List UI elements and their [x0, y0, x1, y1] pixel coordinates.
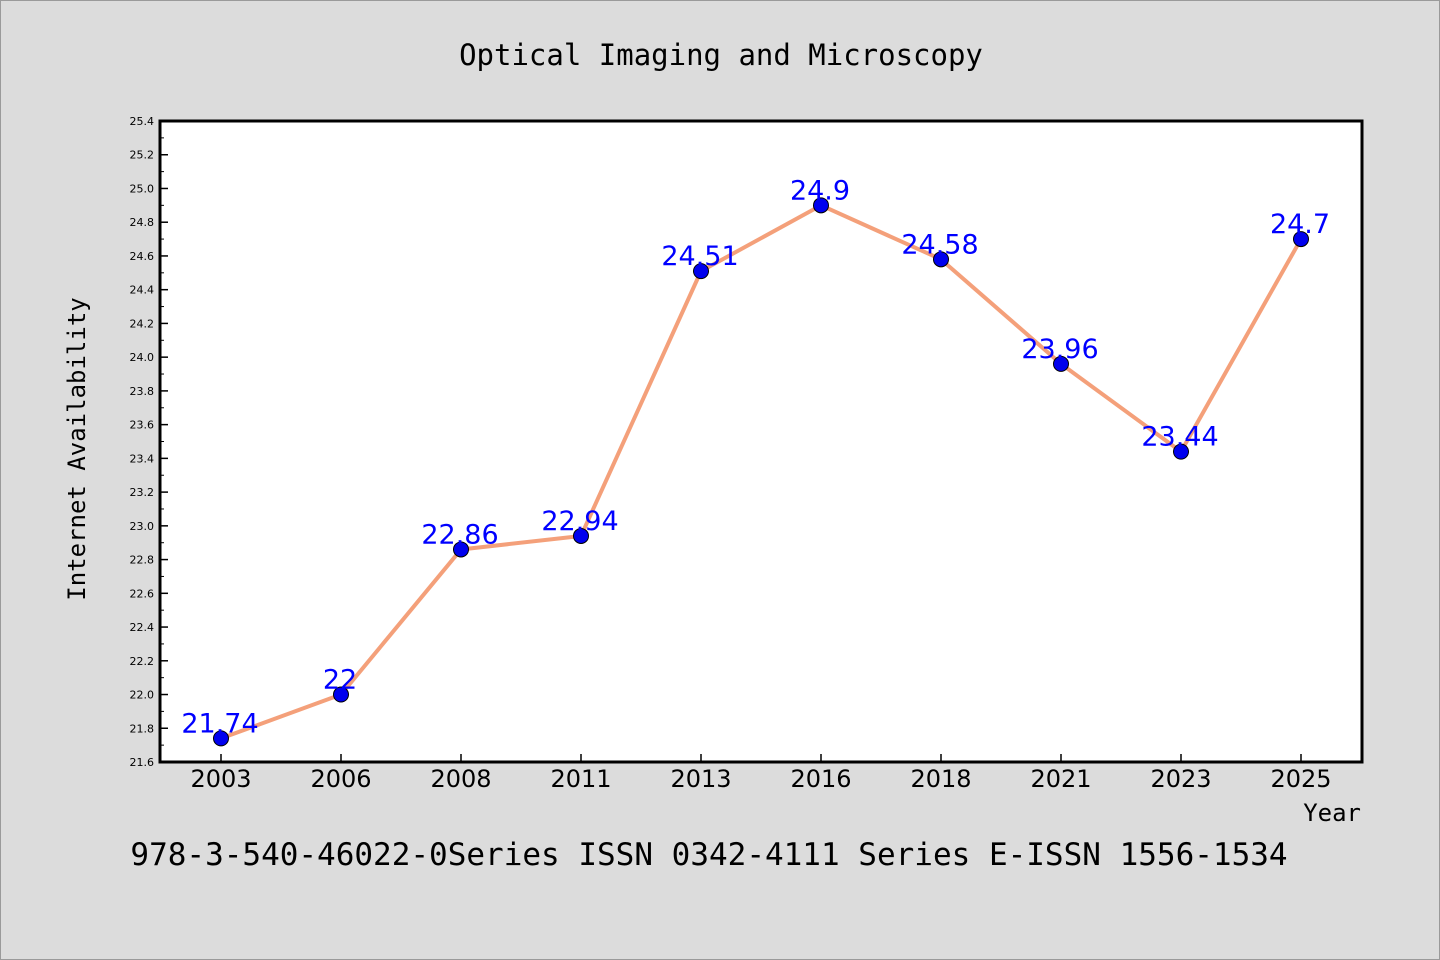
y-tick-label: 24.0: [130, 351, 155, 364]
y-tick-label: 22.4: [130, 621, 155, 634]
chart-title: Optical Imaging and Microscopy: [459, 38, 983, 72]
data-label: 24.9: [790, 175, 850, 206]
data-label: 22.94: [541, 506, 618, 537]
plot-area: [160, 121, 1362, 762]
data-label: 23.44: [1141, 422, 1218, 453]
data-point: [453, 541, 469, 558]
series-line: [220, 203, 1303, 741]
data-point: [1293, 231, 1309, 248]
y-axis-label: Internet Availability: [63, 297, 91, 600]
data-point: [1173, 443, 1189, 460]
y-tick-label: 23.6: [130, 419, 155, 432]
y-tick-label: 23.4: [130, 452, 155, 465]
data-label: 24.7: [1270, 209, 1330, 240]
x-tick-label: 2021: [1030, 765, 1091, 793]
y-tick-label: 22.0: [130, 689, 155, 702]
data-point: [573, 527, 589, 544]
y-tick-label: 23.2: [130, 486, 155, 499]
y-tick-label: 24.8: [130, 216, 155, 229]
series-markers: [213, 197, 1309, 747]
y-tick-label: 21.6: [130, 756, 155, 769]
y-tick-label: 25.4: [130, 115, 155, 128]
x-axis: 2003 2006 2008 2011 2013 2016 2018 2021 2023 2025: [190, 754, 1332, 793]
data-point: [333, 686, 349, 703]
y-tick-label: 24.6: [130, 250, 155, 263]
x-tick-label: 2006: [310, 765, 371, 793]
data-label: 22: [323, 665, 357, 696]
data-point: [693, 263, 709, 280]
footer-text: 978-3-540-46022-0Series ISSN 0342-4111 S…: [130, 837, 1287, 873]
y-tick-label: 25.2: [130, 149, 155, 162]
y-tick-label: 21.8: [130, 722, 155, 735]
y-tick-label: 25.0: [130, 182, 155, 195]
y-tick-label: 22.2: [130, 655, 155, 668]
x-tick-label: 2016: [790, 765, 851, 793]
y-tick-label: 23.8: [130, 385, 155, 398]
data-label: 23.96: [1021, 334, 1098, 365]
data-label: 24.58: [901, 229, 978, 260]
x-tick-label: 2008: [430, 765, 491, 793]
data-point: [813, 197, 829, 214]
data-label: 21.74: [181, 708, 258, 739]
y-tick-label: 23.0: [130, 520, 155, 533]
x-tick-label: 2023: [1150, 765, 1211, 793]
x-tick-label: 2025: [1270, 765, 1331, 793]
data-label: 22.86: [421, 519, 498, 550]
x-tick-label: 2018: [910, 765, 971, 793]
plot-frame: [158, 119, 1364, 764]
data-point: [933, 251, 949, 268]
x-tick-label: 2011: [550, 765, 611, 793]
y-tick-label: 22.8: [130, 554, 155, 567]
data-labels: 21.74 22 22.86 22.94 24.51 24.9 24.58 23.96 23.4…: [181, 175, 1330, 739]
data-point: [1053, 355, 1069, 372]
x-tick-label: 2013: [670, 765, 731, 793]
y-tick-label: 22.6: [130, 587, 155, 600]
y-tick-label: 24.4: [130, 284, 155, 297]
data-label: 24.51: [661, 241, 738, 272]
x-tick-label: 2003: [190, 765, 251, 793]
y-tick-label: 24.2: [130, 317, 155, 330]
y-axis: 21.6 21.8 22.0 22.2 22.4 22.6 22.8 23.0 23.2 23.4…: [130, 115, 168, 769]
data-point: [213, 730, 229, 747]
x-axis-label: Year: [1303, 799, 1361, 827]
